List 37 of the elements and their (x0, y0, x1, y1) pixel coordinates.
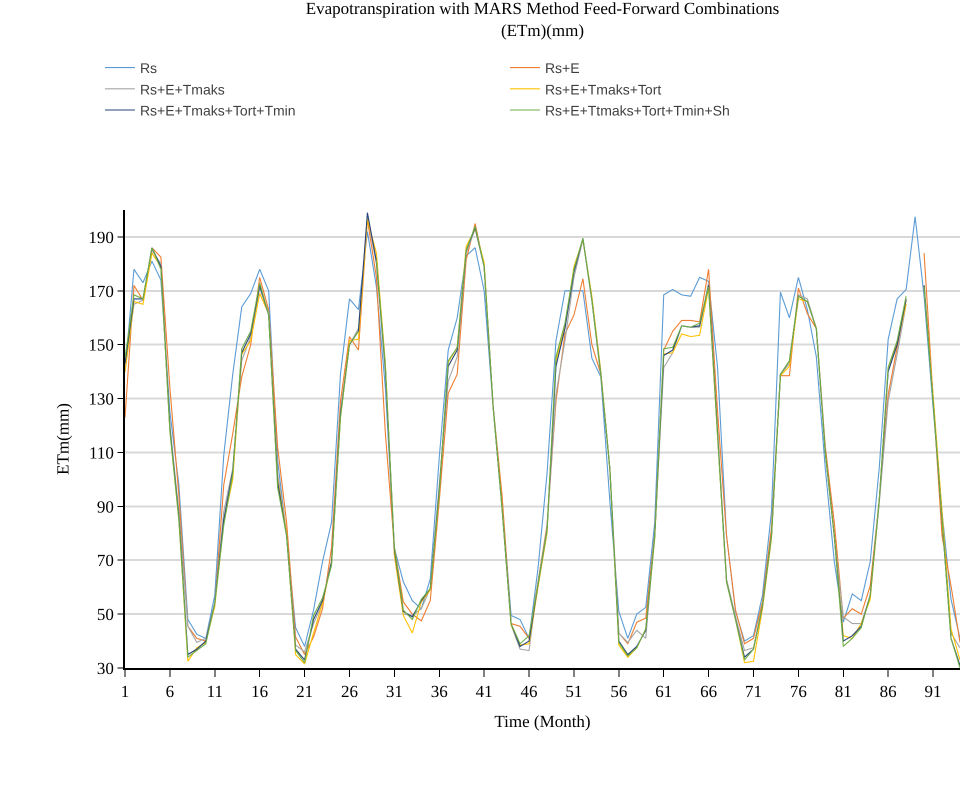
x-tick-label: 81 (834, 682, 852, 702)
x-tick-label: 1 (120, 682, 130, 702)
y-tick-label: 130 (88, 390, 114, 409)
x-tick-label: 6 (166, 682, 174, 702)
y-tick-label: 50 (96, 605, 114, 624)
x-tick-label: 16 (251, 682, 268, 702)
y-axis-title: ETm(mm) (53, 403, 72, 475)
legend-label: Rs+E+Ttmaks+Tort+Tmin+Sh (544, 102, 730, 118)
y-tick-label: 30 (96, 658, 114, 678)
x-tick-label: 36 (430, 682, 448, 702)
y-tick-label: 190 (88, 228, 114, 247)
y-tick-label: 70 (96, 551, 114, 570)
y-tick-label: 110 (88, 443, 114, 462)
x-tick-label: 71 (744, 682, 762, 702)
legend-label: Rs+E+Tmaks+Tort (544, 81, 662, 98)
legend-label: Rs+E+Tmaks (140, 81, 225, 98)
y-tick-label: 150 (88, 336, 114, 355)
x-tick-label: 91 (924, 682, 942, 702)
x-tick-label: 31 (386, 682, 403, 702)
x-tick-label: 11 (206, 682, 223, 702)
legend-label: Rs+E (544, 60, 580, 76)
x-tick-label: 46 (520, 682, 538, 702)
x-tick-label: 56 (610, 682, 628, 702)
x-tick-label: 76 (790, 682, 807, 702)
y-tick-label: 90 (96, 497, 114, 516)
legend-label: Rs+E+Tmaks+Tort+Tmin (140, 102, 296, 118)
x-tick-label: 61 (655, 682, 672, 702)
y-tick-label: 170 (88, 282, 114, 301)
x-tick-label: 21 (296, 682, 314, 702)
x-tick-label: 86 (880, 682, 897, 702)
x-axis-title: Time (Month) (494, 712, 591, 732)
legend-label: Rs (140, 60, 158, 76)
chart-title: Evapotranspiration with MARS Method Feed-Forward Combinations (ETm)(mm) (306, 0, 780, 40)
x-tick-label: 51 (565, 682, 582, 702)
x-tick-label: 41 (476, 682, 493, 702)
x-tick-label: 26 (340, 682, 358, 702)
x-tick-label: 66 (700, 682, 718, 702)
